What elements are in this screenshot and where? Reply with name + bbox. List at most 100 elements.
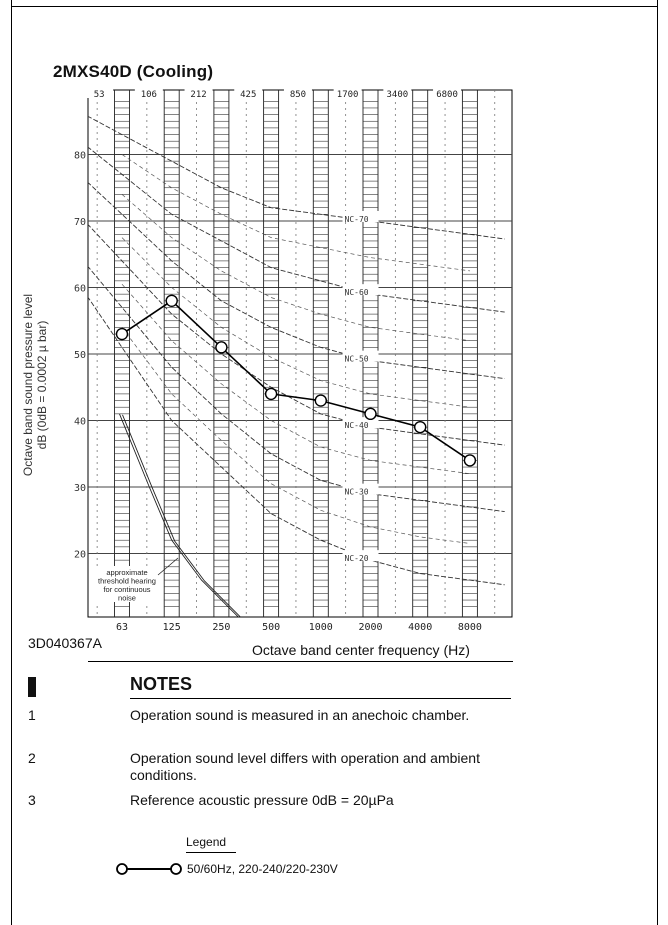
y-tick-label: 70 — [74, 217, 86, 228]
top-tick-bg — [234, 89, 263, 98]
top-rule — [11, 6, 657, 7]
nc-label-bg — [342, 483, 379, 495]
x-tick-label: 63 — [116, 622, 128, 633]
top-tick-bg — [134, 89, 163, 98]
x-top-tick-label: 1700 — [337, 90, 359, 100]
x-tick-label: 4000 — [408, 622, 432, 633]
legend-rule — [186, 852, 236, 853]
x-top-tick-label: 425 — [240, 90, 256, 100]
nc-curve-label: NC-50 — [345, 355, 369, 364]
legend-entry-label: 50/60Hz, 220-240/220-230V — [187, 862, 338, 876]
top-tick-bg — [433, 89, 462, 98]
series-point — [414, 420, 427, 434]
nc-curve-minor — [121, 327, 470, 544]
series-point — [165, 294, 178, 307]
y-tick-label: 40 — [74, 417, 86, 428]
threshold-label: approximate threshold hearing for continuo… — [98, 568, 156, 603]
chart-title: 2MXS40D (Cooling) — [53, 62, 214, 81]
nc-curve — [88, 115, 505, 240]
x-top-tick-label: 3400 — [387, 90, 409, 100]
note-number: 1 — [28, 707, 36, 723]
nc-label-bg — [342, 550, 379, 562]
y-axis-label: Octave band sound pressure level dB (0dB… — [21, 265, 49, 505]
nc-curve-label: NC-70 — [345, 215, 369, 224]
threshold-label-line: for continuous — [103, 585, 150, 594]
top-tick-bg — [383, 89, 412, 98]
series-point — [215, 341, 228, 354]
series-point — [463, 454, 477, 467]
top-tick-bg — [333, 89, 362, 98]
nc-curve-minor — [121, 237, 470, 408]
note-text: Reference acoustic pressure 0dB = 20µPa — [130, 792, 394, 808]
x-tick-label: 500 — [262, 622, 280, 633]
plot-inner — [88, 90, 512, 617]
x-tick-label: 8000 — [458, 622, 482, 633]
x-top-tick-label: 6800 — [436, 90, 458, 100]
legend-line-marker-icon — [116, 863, 182, 875]
nc-label-bg — [342, 211, 379, 222]
x-top-tick-label: 850 — [290, 90, 306, 100]
y-tick-label: 30 — [74, 483, 86, 494]
nc-curve-minor — [121, 283, 470, 475]
band-ladder — [263, 90, 280, 617]
threshold-label-bg — [91, 566, 163, 602]
x-top-tick-label: 53 — [94, 90, 105, 100]
nc-curve — [88, 296, 505, 586]
notes-rule — [130, 698, 511, 699]
x-tick-label: 1000 — [309, 622, 333, 633]
band-ladder — [163, 90, 180, 617]
band-ladder — [412, 90, 429, 617]
threshold-label-line: approximate — [106, 568, 147, 577]
y-tick-label: 80 — [74, 151, 86, 162]
page-frame — [11, 0, 658, 925]
y-axis-label-line1: Octave band sound pressure level — [21, 293, 35, 477]
threshold-pointer — [157, 557, 179, 576]
series-point — [264, 387, 278, 401]
threshold-curve — [122, 414, 242, 617]
series-point — [364, 407, 377, 421]
band-ladder — [461, 90, 478, 617]
x-label-rule — [88, 661, 513, 662]
series-point — [314, 394, 327, 407]
note-number: 2 — [28, 750, 36, 766]
nc-curve-label: NC-20 — [345, 554, 369, 563]
nc-curve-label: NC-40 — [345, 421, 369, 430]
notes-marker — [28, 677, 36, 697]
note-number: 3 — [28, 792, 36, 808]
y-tick-label: 60 — [74, 284, 86, 295]
drawing-number: 3D040367A — [28, 635, 102, 651]
threshold-curve — [119, 413, 239, 617]
nc-curve — [88, 223, 505, 446]
top-tick-bg — [85, 89, 114, 98]
x-tick-label: 125 — [163, 622, 181, 633]
x-tick-label: 250 — [212, 622, 230, 633]
series-line — [121, 299, 471, 462]
threshold-label-line: noise — [118, 594, 136, 603]
top-tick-bg — [184, 89, 213, 98]
threshold-label-line: threshold hearing — [98, 577, 156, 586]
x-axis-label: Octave band center frequency (Hz) — [252, 642, 470, 658]
nc-label-bg — [342, 350, 379, 362]
x-tick-label: 2000 — [358, 622, 382, 633]
note-text: Operation sound level differs with opera… — [130, 750, 480, 783]
series-point — [115, 327, 129, 341]
notes-title: NOTES — [130, 674, 193, 694]
x-top-tick-label: 212 — [190, 90, 206, 100]
nc-curve-minor — [121, 154, 470, 272]
y-tick-label: 20 — [74, 550, 86, 561]
nc-curve-label: NC-30 — [345, 488, 369, 497]
legend-title: Legend — [186, 835, 227, 849]
top-tick-bg — [283, 89, 312, 98]
band-ladder — [312, 90, 329, 617]
nc-curve — [88, 265, 505, 513]
y-tick-label: 50 — [74, 350, 86, 361]
y-axis-label-line2: dB (0dB = 0.0002 µ bar) — [35, 320, 49, 450]
nc-curve — [88, 181, 505, 380]
x-top-tick-label: 106 — [141, 90, 157, 100]
nc-label-bg — [342, 417, 379, 429]
nc-curve — [88, 146, 505, 313]
nc-label-bg — [342, 284, 379, 296]
nc-curve-label: NC-60 — [345, 288, 369, 297]
note-text: Operation sound is measured in an anecho… — [130, 707, 470, 723]
